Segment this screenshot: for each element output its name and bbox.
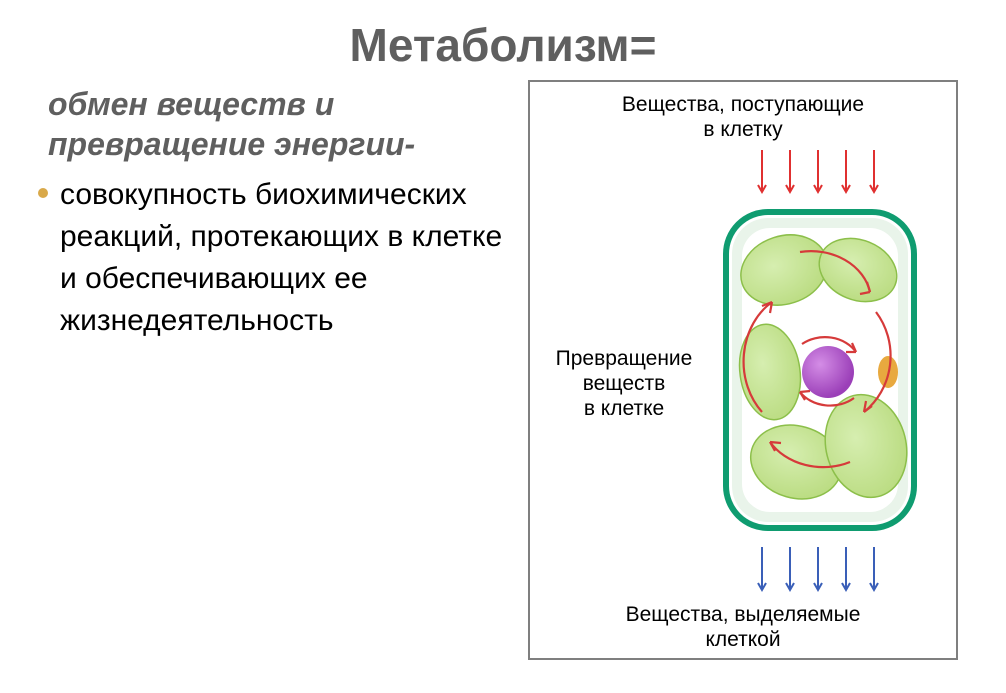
- label-incoming: Вещества, поступающие в клетку: [530, 92, 956, 142]
- arrows-out-icon: [758, 547, 878, 590]
- label-outgoing-l1: Вещества, выделяемые: [626, 603, 861, 626]
- page-title: Метаболизм=: [0, 0, 1006, 80]
- bullet-icon: [38, 188, 48, 198]
- bullet-row: совокупность биохимических реакций, прот…: [30, 174, 510, 342]
- diagram-column: Вещества, поступающие в клетку Превращен…: [510, 80, 976, 660]
- arrows-in-icon: [758, 150, 878, 192]
- label-transform: Превращение веществ в клетке: [544, 346, 704, 422]
- label-outgoing: Вещества, выделяемые клеткой: [530, 602, 956, 652]
- content-layout: обмен веществ и превращение энергии- сов…: [0, 80, 1006, 660]
- subtitle: обмен веществ и превращение энергии-: [30, 84, 510, 174]
- label-transform-l3: в клетке: [584, 397, 664, 420]
- label-incoming-l2: в клетку: [703, 118, 782, 141]
- label-transform-l1: Превращение: [556, 347, 693, 370]
- cell-diagram: Вещества, поступающие в клетку Превращен…: [528, 80, 958, 660]
- label-transform-l2: веществ: [583, 372, 666, 395]
- text-column: обмен веществ и превращение энергии- сов…: [30, 80, 510, 660]
- body-text: совокупность биохимических реакций, прот…: [60, 174, 510, 342]
- label-incoming-l1: Вещества, поступающие: [622, 93, 864, 116]
- label-outgoing-l2: клеткой: [705, 628, 780, 651]
- cell-svg: [700, 142, 940, 602]
